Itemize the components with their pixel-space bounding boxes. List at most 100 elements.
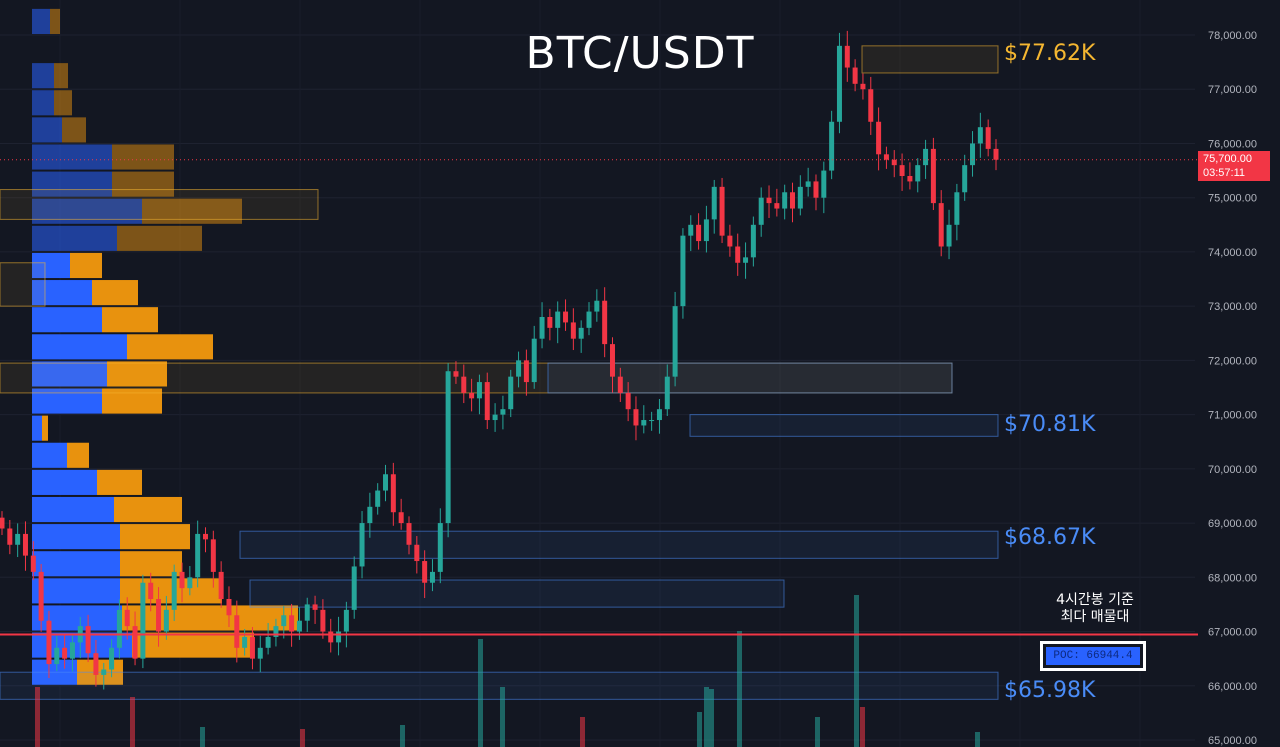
candle-body bbox=[453, 371, 459, 377]
candle-body bbox=[359, 523, 365, 567]
candle-body bbox=[234, 615, 240, 648]
candle-body bbox=[367, 506, 373, 524]
candle-body bbox=[891, 159, 897, 166]
y-tick-label: 74,000.00 bbox=[1208, 247, 1257, 259]
volume-profile-down bbox=[67, 442, 89, 468]
volume-bar bbox=[200, 727, 205, 747]
volume-bar bbox=[478, 639, 483, 747]
candle-body bbox=[578, 327, 584, 339]
volume-profile-down bbox=[62, 117, 86, 143]
volume-profile-down bbox=[132, 632, 254, 658]
candle-body bbox=[156, 599, 162, 632]
candle-body bbox=[281, 615, 287, 627]
volume-profile-up bbox=[32, 551, 120, 577]
y-tick-label: 76,000.00 bbox=[1208, 138, 1257, 150]
volume-profile-down bbox=[112, 144, 174, 170]
y-tick-label: 77,000.00 bbox=[1208, 84, 1257, 96]
volume-bar bbox=[854, 595, 859, 747]
volume-profile-up bbox=[32, 496, 114, 523]
candle-body bbox=[609, 344, 615, 377]
price-zone bbox=[249, 579, 785, 608]
candle-body bbox=[930, 148, 936, 204]
candle-body bbox=[696, 224, 702, 242]
candle-body bbox=[555, 311, 561, 328]
candle-body bbox=[711, 186, 717, 220]
candle-body bbox=[750, 224, 756, 258]
volume-profile-up bbox=[32, 469, 97, 495]
y-tick-label: 66,000.00 bbox=[1208, 681, 1257, 693]
volume-profile-up bbox=[32, 524, 120, 550]
candle-body bbox=[703, 219, 709, 242]
volume-bar bbox=[697, 712, 702, 747]
candle-body bbox=[790, 192, 796, 209]
poc-box: POC: 66944.4 bbox=[1040, 641, 1146, 671]
candle-body bbox=[633, 409, 639, 426]
candle-body bbox=[844, 45, 850, 68]
candle-body bbox=[500, 409, 506, 415]
candle-body bbox=[0, 517, 5, 529]
volume-bar bbox=[500, 687, 505, 747]
candle-body bbox=[797, 186, 803, 209]
candle-body bbox=[304, 604, 310, 621]
candle-body bbox=[179, 571, 185, 589]
volume-profile-down bbox=[120, 551, 182, 577]
candle-body bbox=[30, 555, 36, 572]
y-tick-label: 75,000.00 bbox=[1208, 193, 1257, 205]
y-tick-label: 68,000.00 bbox=[1208, 572, 1257, 584]
candle-body bbox=[836, 45, 842, 122]
candle-body bbox=[563, 311, 569, 323]
candle-body bbox=[265, 636, 271, 648]
price-zone bbox=[689, 414, 999, 437]
candle-body bbox=[422, 561, 428, 583]
candle-body bbox=[523, 360, 529, 383]
volume-profile-up bbox=[32, 361, 107, 387]
candle-body bbox=[296, 620, 302, 632]
candle-body bbox=[328, 631, 334, 643]
candle-body bbox=[766, 197, 772, 204]
candle-body bbox=[899, 165, 905, 176]
volume-profile-down bbox=[117, 225, 202, 251]
y-tick-label: 72,000.00 bbox=[1208, 355, 1257, 367]
volume-profile-down bbox=[107, 361, 167, 387]
volume-profile-up bbox=[32, 307, 102, 333]
candle-body bbox=[656, 409, 662, 421]
price-zone bbox=[0, 671, 999, 700]
volume-bar bbox=[400, 725, 405, 747]
candle-body bbox=[962, 165, 968, 193]
candle-body bbox=[406, 523, 412, 545]
candle-body bbox=[469, 392, 475, 399]
candle-body bbox=[312, 604, 318, 610]
y-tick-label: 73,000.00 bbox=[1208, 301, 1257, 313]
candle-body bbox=[132, 626, 138, 659]
candle-body bbox=[672, 306, 678, 377]
candle-body bbox=[883, 154, 889, 160]
level-label-68k: $68.67K bbox=[1004, 525, 1096, 550]
candle-body bbox=[375, 490, 381, 507]
candle-body bbox=[171, 571, 177, 610]
candle-body bbox=[351, 566, 357, 610]
candle-body bbox=[336, 631, 342, 643]
candle-body bbox=[594, 300, 600, 312]
candle-body bbox=[977, 127, 983, 144]
candle-body bbox=[54, 647, 60, 665]
volume-profile-up bbox=[32, 117, 62, 143]
volume-bar bbox=[709, 689, 714, 747]
candle-body bbox=[202, 533, 208, 540]
candle-body bbox=[210, 539, 216, 572]
poc-label: POC: 66944.4 bbox=[1046, 647, 1140, 665]
candle-body bbox=[85, 626, 91, 654]
candle-body bbox=[163, 609, 169, 632]
volume-profile-up bbox=[32, 578, 120, 604]
y-tick-label: 69,000.00 bbox=[1208, 518, 1257, 530]
candle-body bbox=[680, 235, 686, 307]
candle-body bbox=[46, 620, 52, 665]
candle-body bbox=[398, 512, 404, 524]
y-tick-label: 70,000.00 bbox=[1208, 464, 1257, 476]
volume-profile-down bbox=[70, 252, 102, 279]
candle-body bbox=[429, 571, 435, 583]
candle-body bbox=[476, 382, 482, 399]
candle-body bbox=[195, 533, 201, 578]
volume-profile-up bbox=[32, 605, 122, 631]
volume-profile-down bbox=[92, 280, 138, 306]
